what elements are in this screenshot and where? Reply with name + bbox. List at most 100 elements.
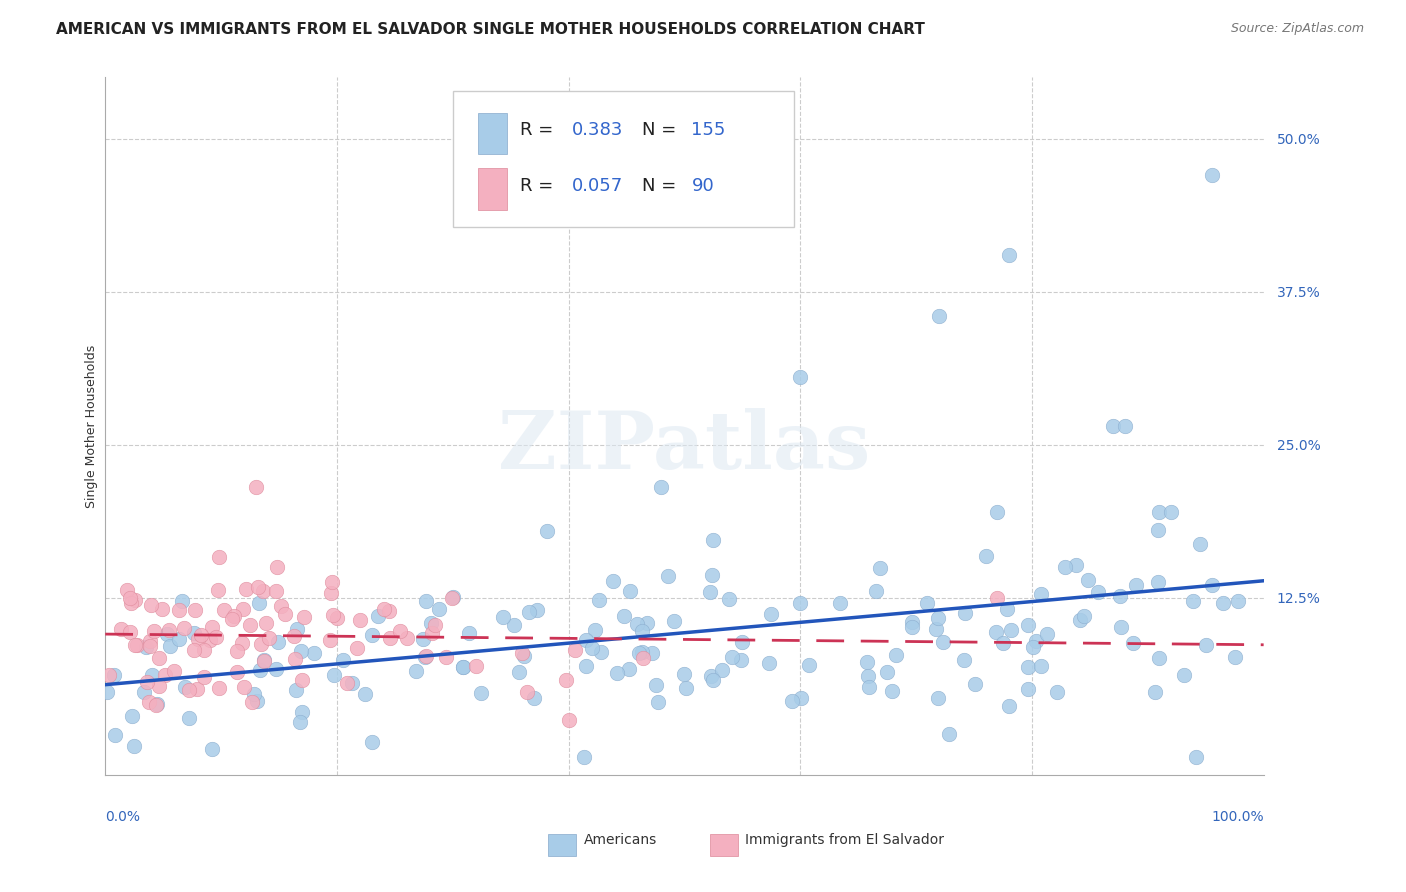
Point: [830, 596, 852, 610]
Point: [1017, 681, 1039, 696]
Point: [995, 601, 1018, 615]
Point: [167, 602, 190, 616]
Point: [425, 617, 447, 632]
Point: [304, 646, 326, 660]
Point: [630, 624, 652, 638]
Point: [963, 677, 986, 691]
Point: [143, 624, 166, 638]
Point: [673, 666, 696, 681]
Point: [869, 561, 891, 575]
Point: [232, 681, 254, 695]
Point: [510, 647, 533, 661]
Point: [221, 611, 243, 625]
Point: [464, 659, 486, 673]
Point: [876, 665, 898, 680]
Point: [264, 583, 287, 598]
Point: [336, 676, 359, 690]
Point: [699, 585, 721, 599]
Point: [136, 675, 159, 690]
Point: [1212, 596, 1234, 610]
Point: [378, 604, 401, 618]
Point: [636, 616, 658, 631]
Point: [139, 639, 162, 653]
Point: [415, 593, 437, 607]
FancyBboxPatch shape: [478, 169, 508, 210]
Point: [346, 640, 368, 655]
Point: [1144, 684, 1167, 698]
Point: [232, 602, 254, 616]
Point: [1160, 505, 1182, 519]
Point: [349, 613, 371, 627]
Point: [675, 681, 697, 696]
Point: [252, 584, 274, 599]
Point: [1147, 574, 1170, 589]
Point: [613, 609, 636, 624]
Point: [900, 615, 922, 630]
Point: [184, 603, 207, 617]
Point: [226, 665, 249, 680]
Point: [288, 715, 311, 730]
Point: [134, 684, 156, 698]
Point: [110, 623, 132, 637]
Point: [231, 636, 253, 650]
Point: [1149, 505, 1171, 519]
Y-axis label: Single Mother Households: Single Mother Households: [86, 344, 98, 508]
Point: [1201, 578, 1223, 592]
Point: [927, 610, 949, 624]
FancyBboxPatch shape: [478, 112, 508, 154]
Point: [1122, 636, 1144, 650]
Point: [291, 705, 314, 719]
Point: [555, 673, 578, 687]
Point: [378, 631, 401, 645]
Point: [1021, 640, 1043, 655]
Point: [177, 711, 200, 725]
Point: [186, 681, 208, 696]
Point: [284, 652, 307, 666]
Point: [1069, 613, 1091, 627]
Point: [619, 584, 641, 599]
Point: [1223, 650, 1246, 665]
Point: [240, 695, 263, 709]
Point: [249, 664, 271, 678]
Point: [427, 602, 450, 616]
Point: [508, 665, 530, 679]
Point: [193, 670, 215, 684]
Point: [572, 749, 595, 764]
Point: [319, 632, 342, 647]
Point: [98, 668, 121, 682]
Point: [711, 663, 734, 677]
Point: [470, 686, 492, 700]
Point: [1182, 594, 1205, 608]
Point: [730, 653, 752, 667]
Point: [1147, 651, 1170, 665]
Point: [200, 632, 222, 647]
Point: [412, 632, 434, 646]
Point: [1073, 608, 1095, 623]
Point: [974, 549, 997, 563]
Text: 0.0%: 0.0%: [105, 810, 141, 824]
Point: [1109, 620, 1132, 634]
Point: [702, 673, 724, 687]
Point: [187, 632, 209, 646]
Point: [641, 646, 664, 660]
Point: [167, 632, 190, 646]
Point: [589, 644, 612, 658]
Point: [170, 594, 193, 608]
Point: [120, 596, 142, 610]
Point: [415, 649, 437, 664]
Point: [1000, 623, 1022, 637]
Point: [1029, 587, 1052, 601]
Point: [721, 649, 744, 664]
Point: [1173, 667, 1195, 681]
Point: [997, 698, 1019, 713]
Point: [264, 662, 287, 676]
Text: 90: 90: [692, 177, 714, 194]
Point: [880, 684, 903, 698]
Text: N =: N =: [641, 177, 682, 194]
Point: [1017, 618, 1039, 632]
Point: [1045, 685, 1067, 699]
Text: R =: R =: [520, 120, 560, 139]
Text: Source: ZipAtlas.com: Source: ZipAtlas.com: [1230, 22, 1364, 36]
Point: [405, 664, 427, 678]
Point: [758, 657, 780, 671]
